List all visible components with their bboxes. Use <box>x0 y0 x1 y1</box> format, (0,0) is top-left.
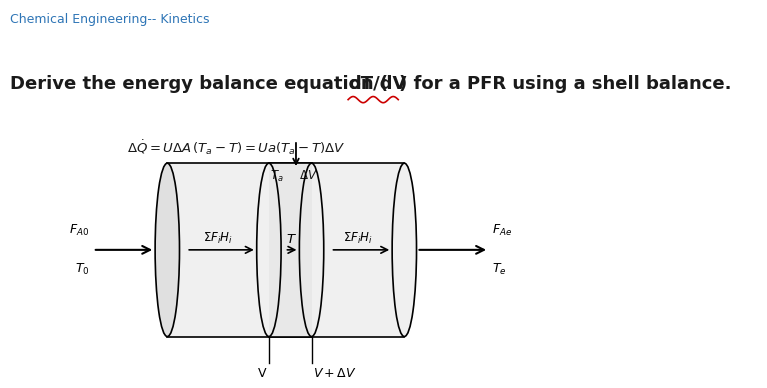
Text: $F_{A0}$: $F_{A0}$ <box>69 223 90 238</box>
Text: $\Sigma F_iH_i$: $\Sigma F_iH_i$ <box>343 231 373 246</box>
Text: ) for a PFR using a shell balance.: ) for a PFR using a shell balance. <box>399 74 732 93</box>
Text: $\Sigma F_iH_i$: $\Sigma F_iH_i$ <box>203 231 233 246</box>
Polygon shape <box>269 163 311 336</box>
Text: $\Delta\dot{Q}=U\Delta A\,(T_a-T)=Ua(T_a-T)\Delta V$: $\Delta\dot{Q}=U\Delta A\,(T_a-T)=Ua(T_a… <box>127 138 345 157</box>
Text: T: T <box>286 233 295 246</box>
Text: $T_a$: $T_a$ <box>269 169 283 184</box>
Text: $T_0$: $T_0$ <box>75 262 90 277</box>
Text: dT/dV: dT/dV <box>348 74 407 93</box>
Text: V: V <box>258 367 266 380</box>
Text: Chemical Engineering-- Kinetics: Chemical Engineering-- Kinetics <box>9 13 209 26</box>
Text: $F_{Ae}$: $F_{Ae}$ <box>492 223 512 238</box>
Ellipse shape <box>155 163 179 336</box>
Text: $\Delta V$: $\Delta V$ <box>299 169 318 182</box>
Text: Derive the energy balance equation (: Derive the energy balance equation ( <box>9 74 387 93</box>
Ellipse shape <box>392 163 416 336</box>
Text: $T_e$: $T_e$ <box>492 262 507 277</box>
Polygon shape <box>167 163 404 336</box>
Text: $V+\Delta V$: $V+\Delta V$ <box>314 367 357 380</box>
